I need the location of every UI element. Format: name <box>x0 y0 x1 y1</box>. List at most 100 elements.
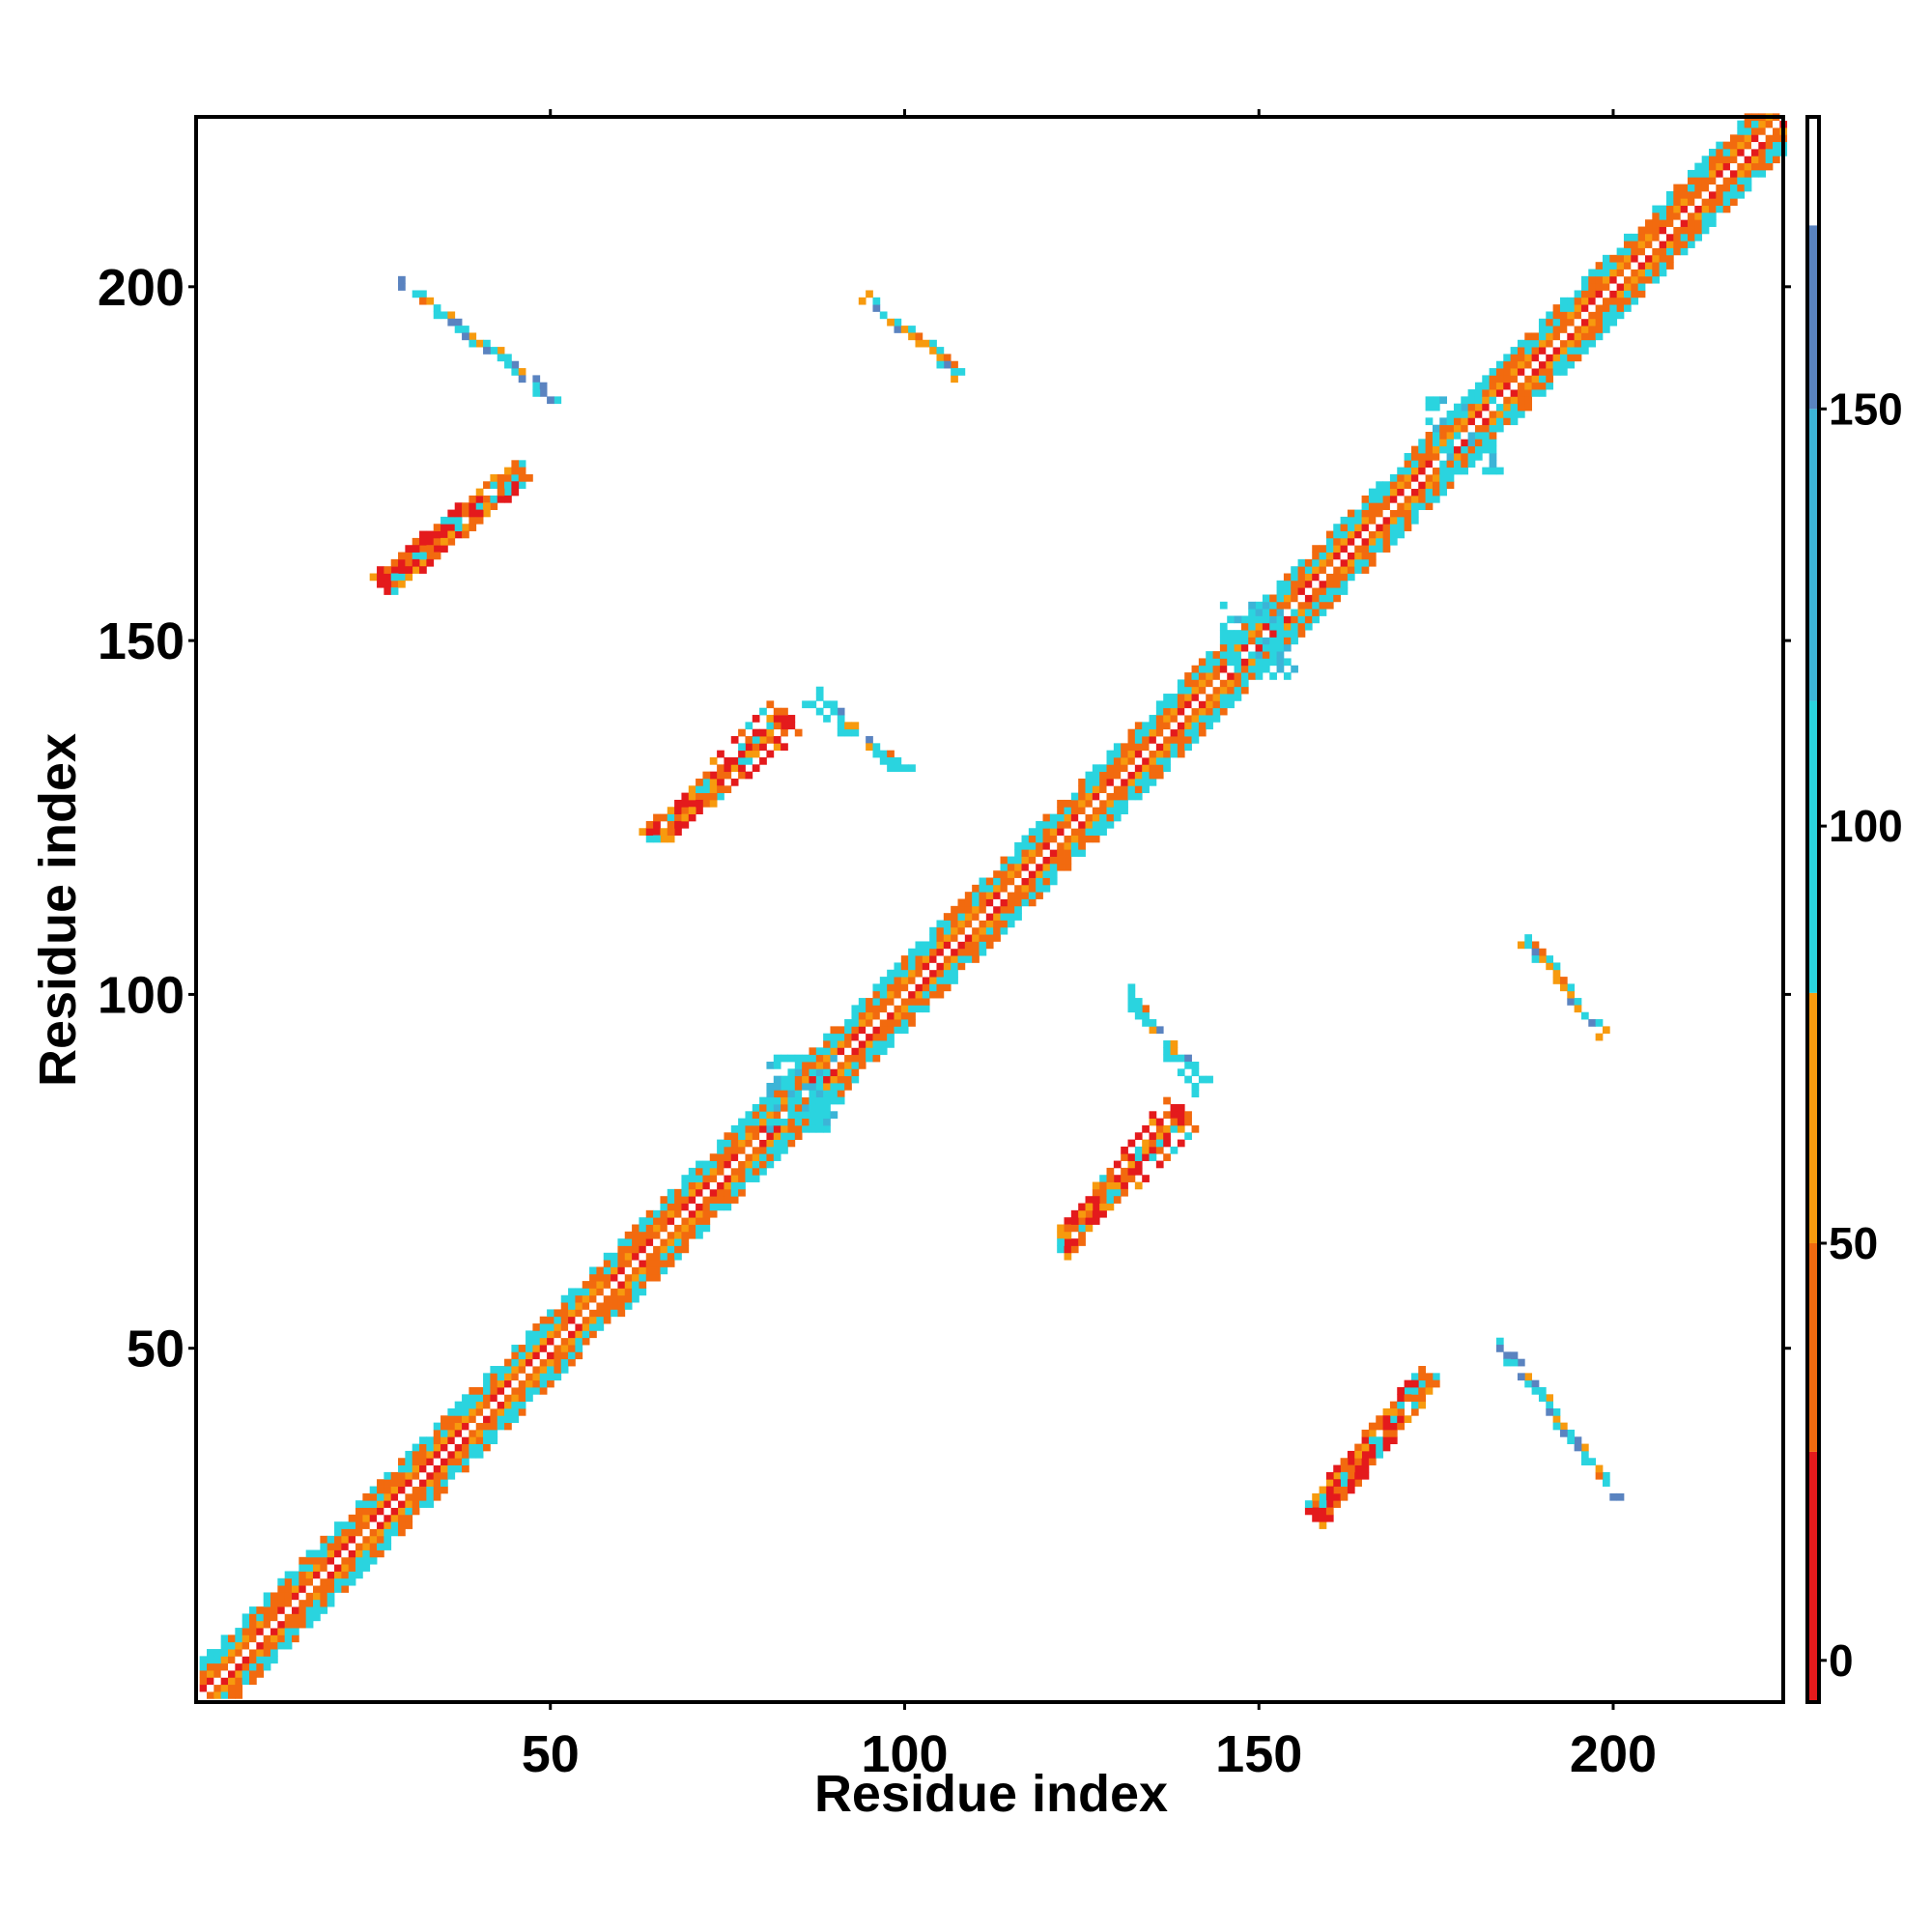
heatmap-cell <box>1559 332 1568 341</box>
heatmap-cell <box>1538 382 1547 390</box>
heatmap-cell <box>915 998 923 1006</box>
heatmap-cell <box>1503 1358 1511 1367</box>
heatmap-cell <box>1007 877 1015 886</box>
heatmap-cell <box>1078 807 1086 814</box>
heatmap-cell <box>377 1514 384 1522</box>
heatmap-cell <box>951 368 958 376</box>
heatmap-cell <box>1552 311 1561 320</box>
heatmap-cell <box>1155 1026 1164 1035</box>
heatmap-cell <box>759 1111 767 1120</box>
heatmap-cell <box>1517 1373 1525 1381</box>
heatmap-cell <box>1276 665 1285 673</box>
heatmap-cell <box>462 1443 469 1452</box>
heatmap-cell <box>355 1528 363 1537</box>
heatmap-cell <box>985 884 994 893</box>
heatmap-cell <box>639 1224 647 1233</box>
heatmap-cell <box>1240 637 1249 645</box>
heatmap-cell <box>518 1366 526 1374</box>
heatmap-cell <box>1291 665 1298 673</box>
heatmap-cell <box>1078 799 1086 808</box>
heatmap-cell <box>1410 1373 1419 1381</box>
heatmap-cell <box>1170 1040 1179 1048</box>
heatmap-cell <box>1482 375 1490 384</box>
heatmap-cell <box>504 1401 512 1409</box>
heatmap-cell <box>1546 382 1554 390</box>
heatmap-cell <box>1489 389 1497 397</box>
heatmap-cell <box>440 537 448 546</box>
heatmap-cell <box>1057 813 1065 822</box>
heatmap-cell <box>1262 601 1270 610</box>
heatmap-cell <box>412 1479 420 1487</box>
heatmap-cell <box>263 1606 271 1614</box>
heatmap-cell <box>390 1507 399 1516</box>
heatmap-cell <box>1347 1458 1355 1465</box>
heatmap-cell <box>1439 467 1447 475</box>
heatmap-cell <box>1042 863 1051 871</box>
heatmap-cell <box>1304 1500 1313 1508</box>
heatmap-cell <box>341 1549 350 1558</box>
heatmap-cell <box>1758 169 1767 178</box>
heatmap-cell <box>979 913 987 921</box>
heatmap-cell <box>490 473 498 482</box>
heatmap-cell <box>1028 828 1037 836</box>
heatmap-cell <box>547 1337 554 1346</box>
heatmap-cell <box>1134 743 1143 752</box>
heatmap-cell <box>1474 396 1483 405</box>
heatmap-cell <box>263 1599 271 1607</box>
heatmap-cell <box>483 1422 491 1431</box>
heatmap-cell <box>972 905 980 914</box>
heatmap-cell <box>1765 120 1774 128</box>
heatmap-cell <box>1644 233 1653 242</box>
heatmap-cell <box>355 1564 363 1572</box>
heatmap-cell <box>1623 283 1632 291</box>
heatmap-cell <box>611 1309 618 1318</box>
heatmap-cell <box>454 1415 463 1424</box>
heatmap-cell <box>419 1436 427 1445</box>
heatmap-cell <box>964 905 973 914</box>
heatmap-cell <box>823 700 831 709</box>
heatmap-cell <box>568 1302 576 1310</box>
heatmap-cell <box>1184 686 1192 695</box>
heatmap-cell <box>709 1153 718 1161</box>
heatmap-cell <box>1559 347 1568 355</box>
heatmap-cell <box>851 722 860 730</box>
heatmap-cell <box>454 1422 463 1431</box>
heatmap-cell <box>1609 311 1618 320</box>
heatmap-cell <box>355 1571 363 1579</box>
heatmap-cell <box>1340 566 1349 574</box>
heatmap-cell <box>1134 1005 1143 1013</box>
heatmap-cell <box>667 828 675 836</box>
heatmap-cell <box>1134 1160 1143 1169</box>
heatmap-cell <box>1467 389 1476 397</box>
heatmap-cell <box>1191 728 1200 737</box>
heatmap-cell <box>979 898 987 907</box>
heatmap-cell <box>1291 630 1298 638</box>
heatmap-cell <box>993 934 1001 942</box>
heatmap-cell <box>405 1479 413 1487</box>
colorbar-segment <box>1807 992 1819 1243</box>
heatmap-cell <box>1283 615 1292 624</box>
heatmap-cell <box>922 969 930 978</box>
heatmap-cell <box>1177 728 1185 737</box>
heatmap-cell <box>773 1103 781 1112</box>
heatmap-cell <box>802 1090 810 1098</box>
heatmap-cell <box>447 1471 456 1480</box>
heatmap-cell <box>1291 601 1298 610</box>
heatmap-cell <box>1319 566 1327 574</box>
heatmap-cell <box>702 1188 711 1197</box>
heatmap-cell <box>1333 558 1341 567</box>
heatmap-cell <box>1531 375 1540 384</box>
heatmap-cell <box>1049 813 1058 822</box>
heatmap-cell <box>1559 1429 1568 1437</box>
heatmap-cell <box>1652 254 1661 263</box>
heatmap-cell <box>1057 856 1065 865</box>
heatmap-cell <box>879 1047 888 1056</box>
heatmap-cell <box>802 1075 810 1084</box>
heatmap-cell <box>894 326 902 333</box>
heatmap-cell <box>1354 530 1362 539</box>
heatmap-cell <box>745 736 753 744</box>
heatmap-cell <box>1637 226 1646 235</box>
heatmap-cell <box>1482 417 1490 426</box>
heatmap-cell <box>688 1196 696 1204</box>
